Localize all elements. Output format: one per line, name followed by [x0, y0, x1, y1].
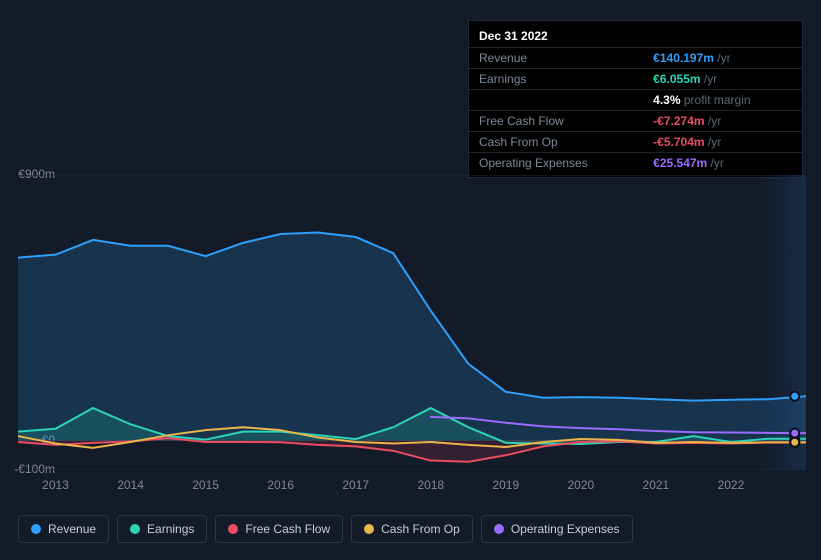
legend-swatch	[364, 524, 374, 534]
financial-chart-panel: { "tooltip": { "date": "Dec 31 2022", "r…	[0, 0, 821, 560]
tooltip-row-label	[469, 90, 643, 111]
x-axis-label: 2015	[192, 478, 219, 492]
tooltip-row-label: Revenue	[469, 48, 643, 69]
legend-label: Revenue	[48, 522, 96, 536]
legend: Revenue Earnings Free Cash Flow Cash From O…	[18, 515, 633, 543]
chart-plot-area	[18, 175, 806, 470]
chart-svg	[18, 175, 806, 470]
tooltip-row-label: Cash From Op	[469, 132, 643, 153]
legend-item-cash-from-op[interactable]: Cash From Op	[351, 515, 473, 543]
x-axis-label: 2016	[267, 478, 294, 492]
tooltip-row-value: -€7.274m /yr	[643, 111, 802, 132]
tooltip-row-value: €25.547m /yr	[643, 153, 802, 174]
legend-label: Earnings	[147, 522, 194, 536]
tooltip-row-label: Earnings	[469, 69, 643, 90]
tooltip-row: Earnings€6.055m /yr	[469, 69, 802, 90]
tooltip-row-value: -€5.704m /yr	[643, 132, 802, 153]
tooltip-row-label: Free Cash Flow	[469, 111, 643, 132]
x-axis-label: 2020	[567, 478, 594, 492]
tooltip-row: 4.3% profit margin	[469, 90, 802, 111]
data-tooltip: Dec 31 2022 Revenue€140.197m /yrEarnings…	[468, 20, 803, 178]
tooltip-row-label: Operating Expenses	[469, 153, 643, 174]
tooltip-row: Operating Expenses€25.547m /yr	[469, 153, 802, 174]
tooltip-date: Dec 31 2022	[469, 27, 802, 47]
legend-swatch	[494, 524, 504, 534]
legend-item-revenue[interactable]: Revenue	[18, 515, 109, 543]
legend-label: Cash From Op	[381, 522, 460, 536]
legend-label: Free Cash Flow	[245, 522, 330, 536]
legend-item-earnings[interactable]: Earnings	[117, 515, 207, 543]
tooltip-row-value: €6.055m /yr	[643, 69, 802, 90]
tooltip-row-value: €140.197m /yr	[643, 48, 802, 69]
tooltip-row: Cash From Op-€5.704m /yr	[469, 132, 802, 153]
legend-item-operating-expenses[interactable]: Operating Expenses	[481, 515, 633, 543]
tooltip-row: Revenue€140.197m /yr	[469, 48, 802, 69]
legend-item-free-cash-flow[interactable]: Free Cash Flow	[215, 515, 343, 543]
x-axis-label: 2022	[718, 478, 745, 492]
x-axis-label: 2013	[42, 478, 69, 492]
x-axis-label: 2021	[643, 478, 670, 492]
x-axis-labels: 2013 2014 2015 2016 2017 2018 2019 2020 2021 2022	[18, 478, 811, 498]
legend-label: Operating Expenses	[511, 522, 620, 536]
x-axis-label: 2014	[117, 478, 144, 492]
tooltip-row-value: 4.3% profit margin	[643, 90, 802, 111]
tooltip-table: Revenue€140.197m /yrEarnings€6.055m /yr4…	[469, 47, 802, 173]
x-axis-label: 2017	[342, 478, 369, 492]
tooltip-row: Free Cash Flow-€7.274m /yr	[469, 111, 802, 132]
x-axis-label: 2019	[492, 478, 519, 492]
legend-swatch	[31, 524, 41, 534]
legend-swatch	[228, 524, 238, 534]
x-axis-label: 2018	[417, 478, 444, 492]
legend-swatch	[130, 524, 140, 534]
